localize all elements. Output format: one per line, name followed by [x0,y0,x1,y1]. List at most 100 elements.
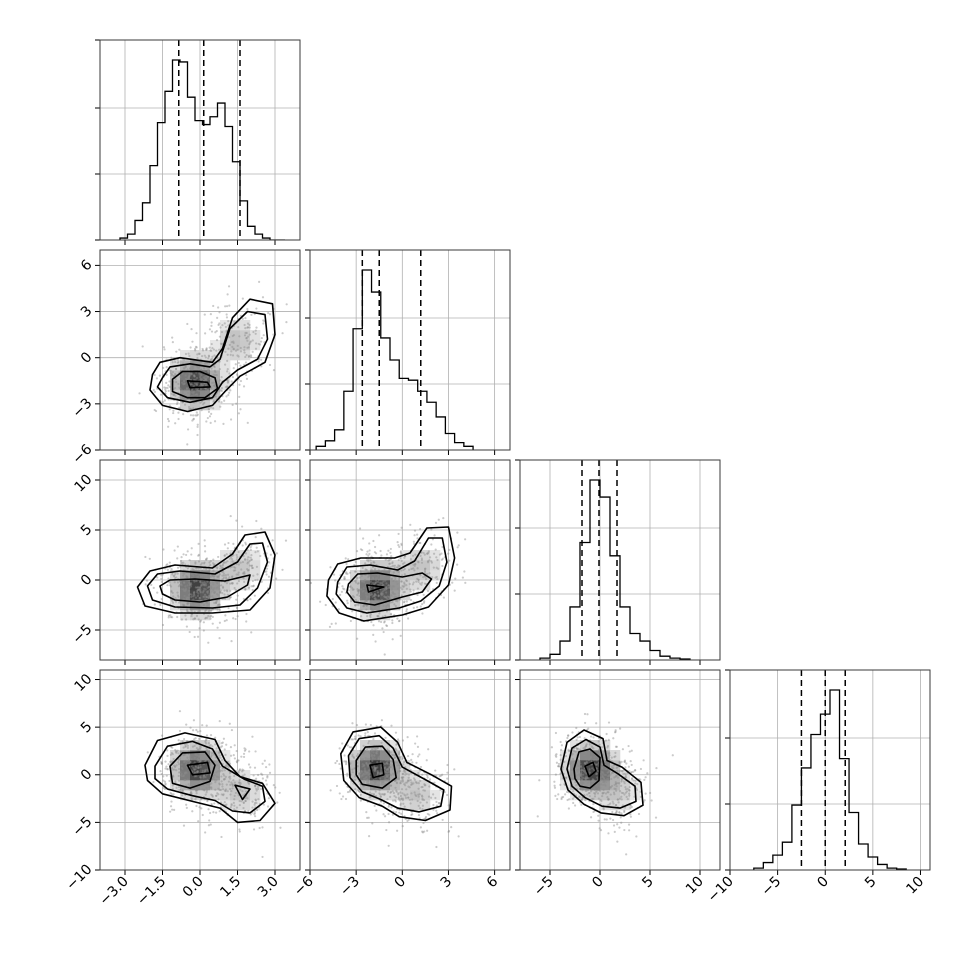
scatter-point [394,800,397,803]
scatter-point [188,630,191,634]
scatter-point [410,781,413,784]
scatter-point [183,367,186,370]
scatter-point [203,770,206,774]
scatter-point [204,378,208,382]
scatter-point [239,364,242,367]
scatter-point [392,564,395,567]
scatter-point [268,363,272,367]
scatter-point [385,768,389,771]
scatter-point [176,594,180,597]
scatter-point [598,752,601,755]
scatter-point [361,566,364,569]
scatter-point [163,780,167,783]
scatter-point [162,346,166,349]
scatter-point [394,592,397,596]
scatter-point [401,588,404,591]
scatter-point [196,389,199,392]
scatter-point [604,773,607,777]
scatter-point [285,303,288,306]
scatter-point [359,775,363,778]
density-cell [190,790,201,801]
scatter-point [164,388,167,391]
scatter-point [237,326,240,329]
scatter-point [382,813,385,816]
scatter-point [202,780,205,783]
scatter-point [424,576,427,579]
scatter-point [250,558,253,561]
scatter-point [183,594,186,598]
density-cell [190,760,201,771]
scatter-point [403,582,406,586]
scatter-point [249,340,253,343]
scatter-point [554,773,557,776]
scatter-point [220,584,223,587]
scatter-point [225,743,228,746]
contour-line [186,761,211,776]
density-cell [390,790,401,801]
scatter-point [384,756,387,759]
scatter-point [606,746,609,749]
scatter-point [213,563,216,566]
scatter-point [203,354,206,357]
scatter-point [343,577,346,580]
scatter-point [247,346,250,349]
scatter-point [432,803,435,807]
scatter-point [578,735,581,739]
scatter-point [347,589,350,592]
scatter-point [362,604,365,608]
scatter-point [345,562,348,566]
scatter-point [225,553,228,556]
scatter-point [167,420,170,423]
scatter-point [233,566,236,569]
scatter-point [199,563,202,566]
scatter-point [394,604,397,608]
scatter-point [182,604,186,607]
scatter-point [170,589,173,593]
scatter-point [329,789,332,792]
scatter-point [186,759,190,763]
scatter-point [179,580,183,583]
scatter-point [403,556,406,559]
density-cell [610,800,621,811]
scatter-point [208,328,212,331]
scatter-point [174,378,177,381]
scatter-point [195,804,198,808]
density-cell [230,560,241,571]
scatter-point [400,580,403,583]
scatter-point [376,761,379,764]
scatter-point [419,554,422,557]
scatter-point [602,776,605,779]
scatter-point [365,762,368,765]
scatter-point [274,786,277,789]
density-cell [620,770,631,781]
scatter-point [329,566,332,569]
scatter-point [237,573,240,576]
scatter-point [226,293,229,296]
scatter-point [243,558,247,561]
density-cell [220,770,231,781]
scatter-point [199,591,202,594]
scatter-point [380,592,383,595]
scatter-point [251,588,254,592]
scatter-point [383,752,386,755]
contour-line [159,574,251,603]
scatter-point [399,803,402,807]
scatter-point [375,580,378,583]
scatter-point [164,767,167,770]
scatter-point [370,599,373,602]
scatter-point [195,775,198,778]
scatter-point [177,758,181,761]
scatter-point [375,766,378,770]
scatter-point [261,773,264,776]
scatter-point [579,780,582,783]
scatter-point [400,526,403,529]
scatter-point [191,602,195,605]
scatter-point [182,597,185,600]
scatter-point [204,598,207,601]
scatter-point [324,603,327,607]
scatter-point [574,750,577,753]
scatter-point [211,581,215,584]
scatter-point [373,592,377,596]
scatter-point [265,573,268,576]
scatter-point [409,590,412,593]
